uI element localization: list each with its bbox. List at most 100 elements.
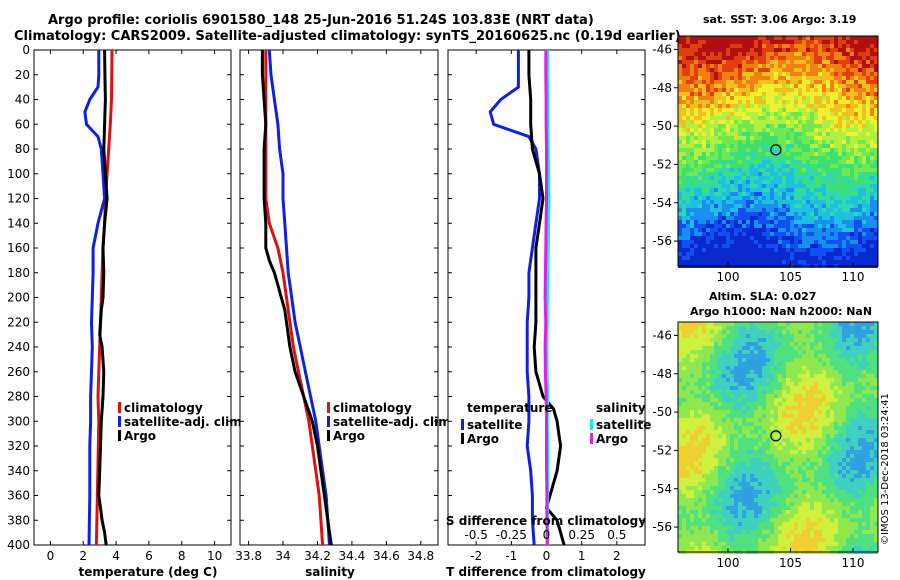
sst_map-cell: [874, 80, 878, 84]
sla_map-cell: [754, 422, 758, 426]
sst_map-cell: [862, 260, 866, 264]
sla_map-cell: [810, 386, 814, 390]
sst_map-cell: [858, 104, 862, 108]
sst_map-cell: [874, 76, 878, 80]
sst_map-cell: [690, 172, 694, 176]
sla_map-cell: [726, 430, 730, 434]
sst_map-cell: [862, 56, 866, 60]
sst_map-cell: [874, 232, 878, 236]
sst_map-cell: [678, 40, 682, 44]
sst_map-cell: [794, 76, 798, 80]
sla_map-cell: [850, 454, 854, 458]
sla_map-cell: [690, 330, 694, 334]
sla_map-cell: [866, 438, 870, 442]
sst_map-cell: [842, 208, 846, 212]
sst_map-cell: [810, 84, 814, 88]
sst_map-cell: [714, 104, 718, 108]
sla_map-cell: [714, 358, 718, 362]
sla_map-cell: [834, 394, 838, 398]
sst_map-cell: [830, 60, 834, 64]
sla_map-cell: [818, 350, 822, 354]
sla_map-cell: [842, 366, 846, 370]
sst_map-cell: [690, 104, 694, 108]
sla_map-cell: [794, 418, 798, 422]
sla_map-cell: [722, 394, 726, 398]
sst_map-cell: [798, 184, 802, 188]
sst_map-cell: [778, 240, 782, 244]
sla_map-cell: [858, 394, 862, 398]
sla_map-cell: [706, 466, 710, 470]
sst_map-cell: [794, 92, 798, 96]
sst_map-cell: [814, 156, 818, 160]
sla_map-cell: [802, 462, 806, 466]
sst_map-cell: [754, 120, 758, 124]
sla_map-cell: [810, 334, 814, 338]
sst_map-cell: [698, 228, 702, 232]
sst_map-cell: [702, 76, 706, 80]
sst_map-cell: [718, 116, 722, 120]
sst_map-cell: [846, 244, 850, 248]
sla_map-cell: [814, 438, 818, 442]
sla_map-cell: [870, 426, 874, 430]
sst_map-cell: [702, 184, 706, 188]
sst_map-cell: [818, 256, 822, 260]
sst_map-cell: [854, 228, 858, 232]
sst_map-cell: [702, 68, 706, 72]
sst_map-cell: [806, 88, 810, 92]
sst_map-cell: [746, 188, 750, 192]
sla_map-cell: [806, 442, 810, 446]
sla_map-cell: [798, 434, 802, 438]
sla_map-cell: [834, 334, 838, 338]
sst_map-cell: [838, 152, 842, 156]
sla_map-cell: [814, 386, 818, 390]
sla_map-cell: [754, 338, 758, 342]
sst_map-cell: [686, 100, 690, 104]
sst_map-cell: [802, 228, 806, 232]
sst_map-cell: [818, 124, 822, 128]
sst_map-cell: [862, 220, 866, 224]
sst_map-cell: [842, 68, 846, 72]
sst_map-cell: [702, 72, 706, 76]
sst_map-cell: [766, 148, 770, 152]
difference-x-tick-label: 1: [578, 549, 586, 563]
sla_map-cell: [762, 386, 766, 390]
sla_map-cell: [826, 394, 830, 398]
sst_map-cell: [718, 44, 722, 48]
sla_map-cell: [734, 382, 738, 386]
sst_map-cell: [762, 196, 766, 200]
sst_map-cell: [762, 48, 766, 52]
sla_map-cell: [750, 426, 754, 430]
sla_map-cell: [718, 330, 722, 334]
sst_map-cell: [718, 176, 722, 180]
sst_map-cell: [678, 160, 682, 164]
sst_map-cell: [870, 48, 874, 52]
sst_map-cell: [846, 148, 850, 152]
sst_map-cell: [826, 240, 830, 244]
sla_map-cell: [782, 370, 786, 374]
sla_map-cell: [718, 366, 722, 370]
sla_map-cell: [766, 382, 770, 386]
sst_map-cell: [810, 232, 814, 236]
sst_map-cell: [782, 172, 786, 176]
sst_map-cell: [698, 92, 702, 96]
sst_map-cell: [726, 136, 730, 140]
sla_map-cell: [794, 350, 798, 354]
sla_map-cell: [838, 386, 842, 390]
sla_map-cell: [822, 438, 826, 442]
sst_map-cell: [810, 200, 814, 204]
sst_map-cell: [682, 120, 686, 124]
sst_map-cell: [726, 108, 730, 112]
sst_map-cell: [766, 184, 770, 188]
sst_map-cell: [706, 188, 710, 192]
sst_map-cell: [842, 116, 846, 120]
sst_map-cell: [846, 60, 850, 64]
sst_map-cell: [686, 52, 690, 56]
sst_map-cell: [842, 76, 846, 80]
sla_map-cell: [858, 378, 862, 382]
sst_map-cell: [858, 156, 862, 160]
sst_map-cell: [810, 196, 814, 200]
sst_map-cell: [738, 52, 742, 56]
sst_map-cell: [770, 36, 774, 40]
sst_map-cell: [722, 128, 726, 132]
sst_map-cell: [714, 36, 718, 40]
